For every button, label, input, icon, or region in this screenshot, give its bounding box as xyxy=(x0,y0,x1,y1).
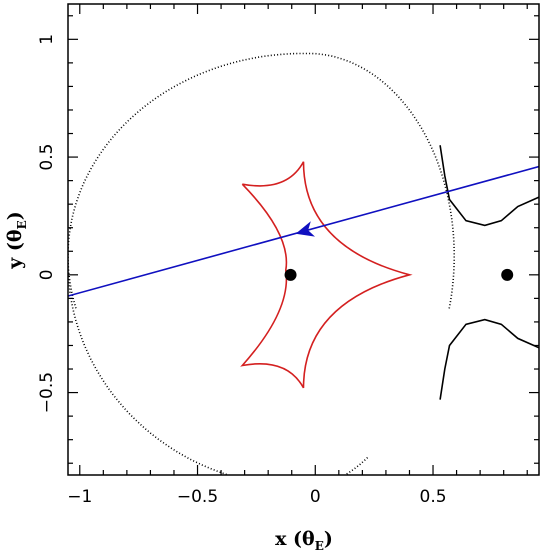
lens-point-2 xyxy=(501,268,514,281)
y-tick-label-2: 0.5 xyxy=(37,144,57,171)
y-axis-title-suffix: ) xyxy=(4,211,26,220)
axis-tick-labels: −1 −0.5 0 0.5 −0.5 0 0.5 1 xyxy=(37,34,447,507)
trajectory-arrow-icon xyxy=(295,221,315,237)
y-tick-label-0: −0.5 xyxy=(37,372,57,413)
plot-area xyxy=(68,52,539,475)
x-axis-title-suffix: ) xyxy=(324,528,333,550)
plot-frame xyxy=(67,3,540,476)
y-tick-label-3: 1 xyxy=(37,34,57,45)
x-axis-title-prefix: x ( xyxy=(275,528,302,550)
lens-point-1 xyxy=(284,268,297,281)
x-axis-title-subscript: E xyxy=(315,539,324,553)
x-tick-label-3: 0.5 xyxy=(420,487,447,507)
caustic-curve xyxy=(240,161,413,389)
x-tick-label-2: 0 xyxy=(310,487,321,507)
critical-curve-right-upper xyxy=(439,145,539,227)
critical-curve-right-lower xyxy=(439,318,539,400)
critical-curve-lower xyxy=(68,262,369,475)
x-tick-label-1: −0.5 xyxy=(177,487,218,507)
x-axis-title: x (θE) xyxy=(275,528,333,553)
axis-ticks xyxy=(68,4,539,475)
x-tick-label-0: −1 xyxy=(67,487,92,507)
y-tick-label-1: 0 xyxy=(37,269,57,280)
y-axis-title-prefix: y ( xyxy=(4,242,26,270)
y-axis-title-symbol: θ xyxy=(4,229,26,242)
y-axis-title: y (θE) xyxy=(4,211,29,270)
y-axis-title-subscript: E xyxy=(15,220,29,229)
x-axis-title-symbol: θ xyxy=(302,528,315,550)
